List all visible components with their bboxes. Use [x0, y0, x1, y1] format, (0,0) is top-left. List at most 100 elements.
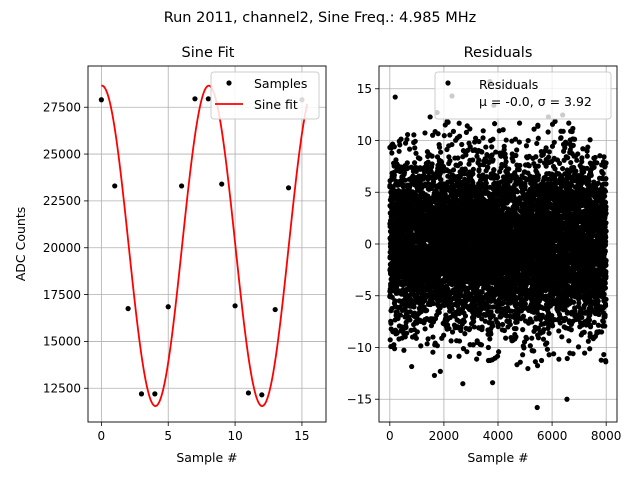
- residual-point: [417, 166, 423, 172]
- residual-point: [422, 130, 428, 136]
- legend-samples-label: Samples: [254, 76, 307, 91]
- residual-point: [407, 309, 413, 315]
- sine-fit-y-tick-label: 17500: [43, 288, 81, 302]
- residual-point: [403, 324, 409, 330]
- residual-point: [495, 174, 501, 180]
- residual-point: [402, 177, 408, 183]
- sample-point: [272, 306, 278, 313]
- residual-point: [503, 335, 509, 341]
- residual-point: [457, 161, 464, 167]
- residual-point: [476, 138, 482, 145]
- residual-point: [495, 324, 501, 330]
- residual-point: [492, 121, 498, 127]
- residual-point: [520, 327, 526, 333]
- sample-point: [112, 183, 118, 189]
- residual-point: [434, 343, 440, 349]
- residual-point: [462, 313, 469, 319]
- residual-point: [474, 356, 480, 362]
- residual-point: [429, 153, 435, 159]
- residual-point: [470, 180, 476, 186]
- residual-point: [517, 359, 523, 365]
- residual-point: [404, 131, 411, 138]
- residual-point: [478, 342, 485, 348]
- residual-point: [412, 138, 418, 144]
- sine-fit-y-tick-label: 22500: [43, 194, 81, 208]
- residual-point: [456, 353, 462, 359]
- residual-point: [480, 128, 486, 134]
- residual-point: [391, 172, 397, 178]
- residual-point: [471, 324, 477, 330]
- residual-point: [404, 330, 410, 336]
- residual-point: [483, 180, 489, 186]
- residual-point: [510, 158, 516, 164]
- residual-point: [445, 119, 451, 125]
- residual-point: [414, 329, 420, 335]
- residual-point: [467, 126, 473, 132]
- residual-point: [520, 352, 526, 358]
- residual-point: [448, 338, 454, 344]
- residual-point: [397, 312, 404, 318]
- sine-fit-axes-frame: [87, 65, 327, 423]
- residual-point: [476, 157, 482, 163]
- residual-point: [430, 349, 436, 355]
- residual-point: [398, 136, 404, 142]
- residual-point: [490, 136, 496, 142]
- sine-fit-plot-area: [98, 84, 309, 407]
- residual-point: [467, 326, 473, 332]
- residual-point: [479, 149, 485, 155]
- residual-point: [397, 142, 403, 148]
- residual-point: [411, 160, 418, 166]
- residual-point: [411, 304, 417, 310]
- residual-point: [461, 319, 467, 325]
- residual-point: [490, 323, 496, 329]
- sample-point: [138, 391, 145, 397]
- residual-point: [450, 167, 457, 173]
- residual-point: [514, 189, 521, 195]
- sine-fit-panel: Sine Fit 0 5 10 151250015000175002000022500…: [13, 45, 327, 465]
- sine-fit-x-tick-label: 10: [227, 429, 242, 443]
- residual-point: [407, 317, 413, 323]
- residual-point: [476, 167, 482, 173]
- residual-point: [407, 146, 413, 152]
- sine-fit-line: [101, 84, 309, 407]
- residual-point: [404, 160, 410, 166]
- residual-point: [446, 353, 453, 360]
- residual-point: [485, 344, 491, 351]
- sample-point: [178, 183, 185, 189]
- sample-point: [259, 392, 265, 398]
- residual-point: [418, 343, 424, 349]
- residual-point: [513, 334, 519, 340]
- residual-point: [427, 114, 433, 120]
- sine-fit-y-label: ADC Counts: [13, 207, 28, 282]
- residual-point: [392, 298, 398, 304]
- residual-point: [490, 157, 496, 163]
- sine-fit-y-tick-label: 25000: [43, 147, 81, 161]
- sine-fit-ticks: 0 5 10 151250015000175002000022500250002750…: [43, 101, 310, 443]
- residual-point: [441, 133, 447, 139]
- residual-point: [397, 168, 403, 175]
- residual-point: [401, 347, 407, 353]
- residual-point: [480, 135, 486, 141]
- residual-point: [447, 158, 453, 164]
- sine-fit-legend-box: [210, 71, 320, 120]
- residual-point: [391, 144, 397, 150]
- residual-point: [391, 342, 397, 348]
- residual-point: [456, 133, 463, 139]
- residual-point: [436, 309, 442, 316]
- residual-point: [470, 171, 476, 177]
- sample-point: [152, 391, 158, 397]
- residual-point: [412, 145, 418, 151]
- residual-point: [411, 132, 417, 138]
- residual-point: [503, 137, 509, 143]
- residual-point: [388, 320, 394, 326]
- sine-fit-x-tick-label: 5: [164, 429, 172, 443]
- residual-point: [491, 167, 497, 173]
- sine-fit-x-tick-label: 15: [294, 429, 309, 443]
- residual-point: [470, 166, 476, 172]
- residual-point: [389, 150, 395, 156]
- residual-point: [516, 120, 523, 126]
- residual-point: [476, 350, 482, 357]
- residual-point: [513, 326, 519, 332]
- residual-point: [464, 349, 470, 355]
